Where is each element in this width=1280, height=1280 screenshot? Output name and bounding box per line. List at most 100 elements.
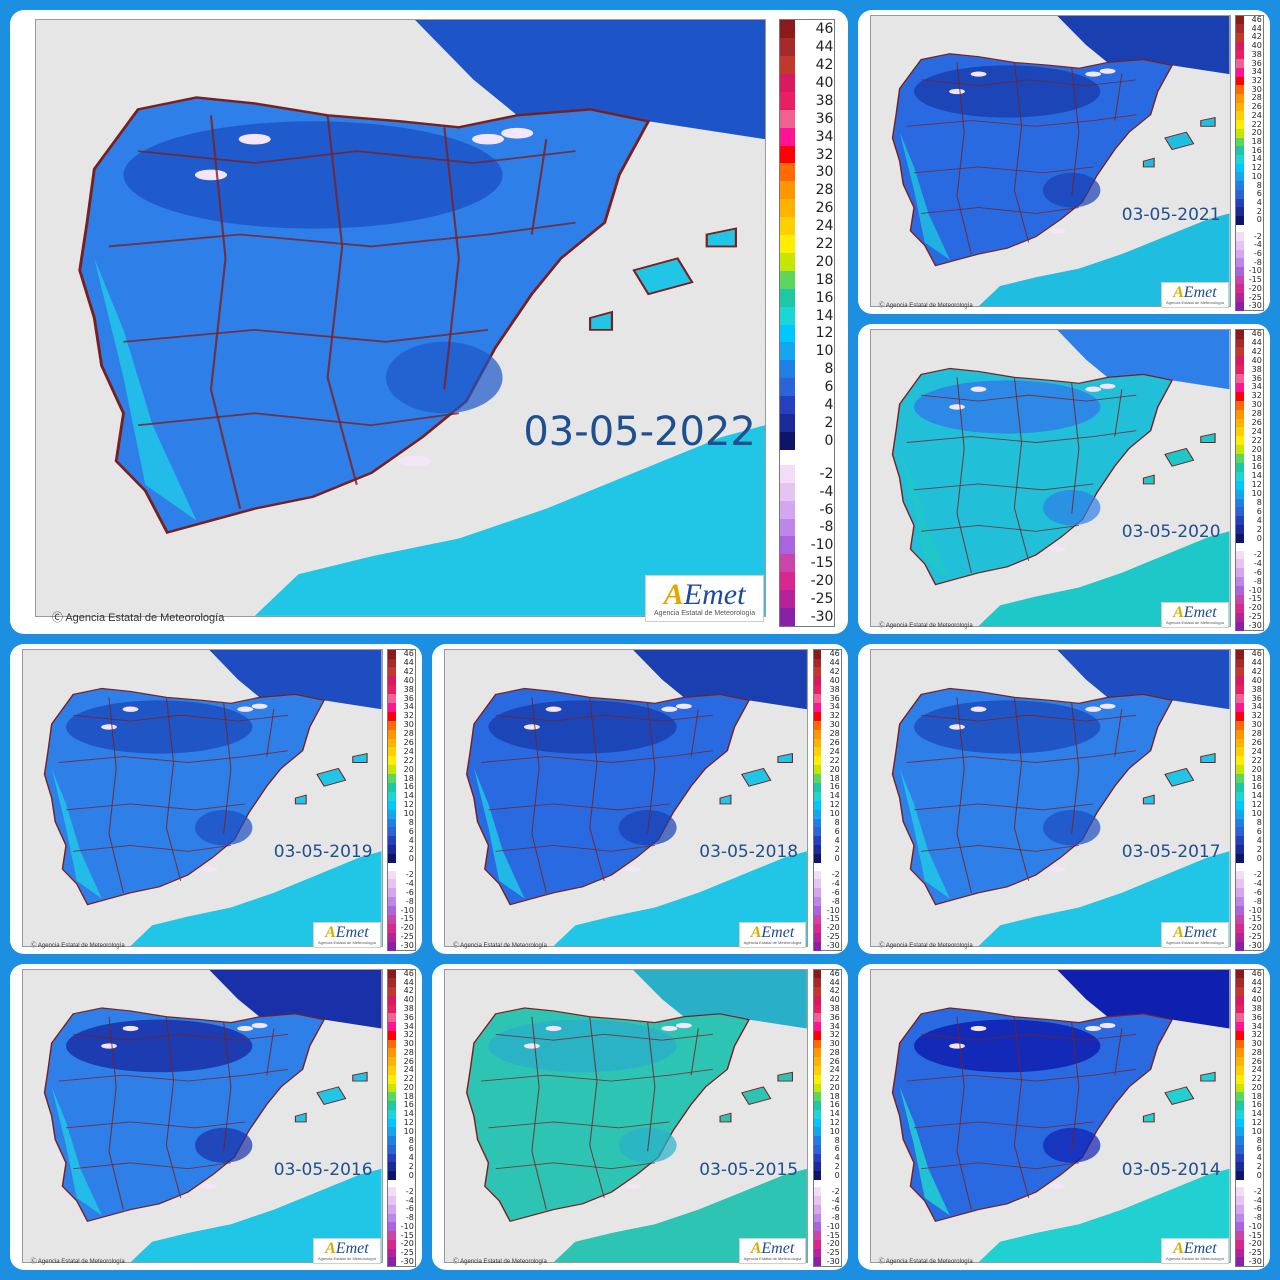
legend-entry: 24 (1236, 111, 1263, 121)
snow-patch (971, 70, 987, 77)
legend-label: 16 (1251, 145, 1262, 155)
legend-label: -6 (1253, 887, 1262, 897)
legend-label: 46 (1251, 329, 1262, 339)
legend-entry: -4 (813, 879, 841, 889)
legend-entry: -20 (813, 924, 841, 933)
province-border (266, 1027, 275, 1075)
snow-patch (676, 703, 693, 709)
snow-patch (237, 1025, 254, 1031)
legend-entry: 0 (813, 854, 841, 864)
snow-patch (524, 723, 541, 730)
legend-swatch (779, 413, 796, 432)
legend-label: -10 (400, 1221, 414, 1231)
legend-label: 14 (403, 791, 414, 801)
province-border (1014, 61, 1030, 243)
legend-swatch (779, 572, 796, 591)
legend-swatch (813, 836, 822, 846)
legend-swatch (779, 235, 796, 253)
legend-swatch (1236, 137, 1244, 147)
legend-label: 30 (403, 720, 414, 730)
balearic-island (1164, 131, 1195, 150)
map-panel-2019: 46 44 42 40 38 36 34 32 30 28 26 24 22 20 18 16 14 12 10 8 6… (10, 644, 422, 954)
temperature-map-2020 (870, 328, 1231, 627)
legend-entry: 40 (1236, 356, 1263, 366)
map-panel-2015: 46 44 42 40 38 36 34 32 30 28 26 24 22 20 18 16 14 12 10 8 6… (432, 964, 848, 1270)
province-border (166, 1016, 182, 1198)
legend-entry: 0 (1236, 1171, 1263, 1180)
legend-label: 24 (829, 1065, 840, 1075)
legend-label: -15 (810, 555, 834, 572)
legend-label: 46 (403, 968, 414, 978)
balearic-island (719, 1112, 732, 1122)
legend-swatch (1236, 995, 1244, 1005)
legend-entry: 26 (1236, 738, 1263, 748)
province-border (496, 1162, 656, 1169)
legend-swatch (1236, 76, 1244, 86)
balearic-island (1164, 447, 1195, 467)
temperature-legend: 46 44 42 40 38 36 34 32 30 28 26 24 22 20 18 16 14 12 10 8 6… (778, 19, 836, 627)
legend-label: -20 (1248, 923, 1262, 933)
legend-swatch (813, 747, 822, 757)
legend-label: 26 (829, 737, 840, 747)
legend-entry: 4 (813, 836, 841, 846)
snow-patch (1049, 866, 1066, 872)
legend-swatch (388, 738, 396, 748)
legend-swatch (1236, 603, 1244, 613)
legend-gap (1236, 543, 1263, 551)
legend-entry: -20 (779, 572, 834, 591)
legend-swatch (388, 729, 396, 739)
legend-swatch (388, 800, 396, 810)
balearic-island (295, 1112, 308, 1122)
legend-entry: 0 (388, 854, 415, 864)
legend-swatch (1236, 382, 1244, 392)
legend-entry: 12 (1236, 164, 1263, 173)
legend-label: 44 (403, 657, 414, 667)
legend-entry: 0 (813, 1171, 841, 1180)
legend-swatch (1236, 1248, 1244, 1258)
legend-swatch (813, 1118, 822, 1128)
legend-label: 42 (815, 57, 834, 74)
legend-label: 32 (403, 711, 414, 721)
balearic-island (316, 1085, 347, 1105)
legend-entry: 10 (813, 810, 841, 819)
coastal-band (52, 768, 103, 899)
legend-swatch (813, 1022, 822, 1031)
legend-entry: 22 (1236, 1075, 1263, 1084)
legend-entry: 46 (388, 968, 415, 979)
legend-entry: 4 (1236, 836, 1263, 846)
legend-label: 2 (1256, 524, 1262, 534)
legend-label: -30 (826, 1256, 840, 1266)
legend-entry: -20 (1236, 604, 1263, 613)
legend-label: 32 (1251, 391, 1262, 401)
legend-swatch (1236, 172, 1244, 182)
legend-label: 6 (408, 1144, 414, 1154)
coastal-band (474, 768, 526, 899)
cold-south-area (1043, 1127, 1101, 1163)
legend-swatch (779, 145, 796, 164)
legend-label: -30 (1248, 941, 1262, 951)
province-border (481, 749, 714, 763)
legend-entry: 20 (813, 1082, 841, 1093)
legend-swatch (1236, 534, 1244, 544)
legend-label: 32 (1251, 75, 1262, 85)
legend-swatch (779, 56, 796, 75)
balearic-island (352, 752, 368, 763)
balearic-island (705, 227, 738, 248)
legend-swatch (813, 987, 822, 996)
legend-entry: 44 (1236, 338, 1263, 348)
legend-label: 4 (1256, 515, 1262, 525)
legend-swatch (1236, 1204, 1244, 1214)
legend-swatch (1236, 1144, 1244, 1154)
legend-label: 24 (1251, 1065, 1262, 1075)
legend-label: 20 (829, 1082, 840, 1092)
legend-entry: 34 (1236, 68, 1263, 77)
legend-entry: 24 (1236, 747, 1263, 757)
legend-entry: 38 (388, 685, 415, 695)
legend-swatch (388, 845, 396, 855)
legend-swatch (1236, 612, 1244, 622)
legend-swatch (813, 1092, 822, 1102)
legend-gap (388, 863, 415, 871)
legend-swatch (388, 879, 396, 889)
legend-label: 44 (1251, 657, 1262, 667)
legend-swatch (813, 1004, 822, 1014)
